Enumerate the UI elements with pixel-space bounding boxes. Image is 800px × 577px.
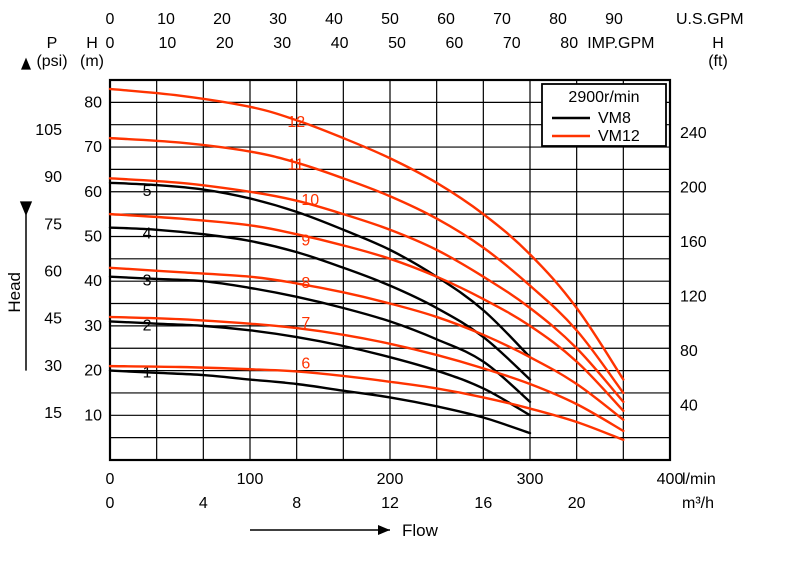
- curve-label: 9: [301, 232, 310, 249]
- curve-label: 5: [143, 183, 152, 200]
- tick-usgpm: 30: [269, 11, 287, 28]
- tick-lmin: 400: [657, 471, 684, 488]
- unit-usgpm: U.S.GPM: [676, 11, 744, 28]
- unit-impgpm: IMP.GPM: [587, 35, 654, 52]
- tick-usgpm: 0: [106, 11, 115, 28]
- tick-m3h: 12: [381, 495, 399, 512]
- curve-label: 11: [287, 156, 304, 173]
- tick-lmin: 300: [517, 471, 544, 488]
- hdr-m: (m): [80, 53, 104, 70]
- tick-usgpm: 70: [493, 11, 511, 28]
- tick-impgpm: 10: [159, 35, 177, 52]
- tick-ft: 40: [680, 397, 698, 414]
- legend-label-vm12: VM12: [598, 128, 640, 145]
- curve-vm8: [110, 277, 530, 402]
- tick-m3h: 20: [568, 495, 586, 512]
- tick-usgpm: 60: [437, 11, 455, 28]
- tick-ft: 200: [680, 179, 707, 196]
- tick-psi: 60: [44, 263, 62, 280]
- hdr-p: P: [47, 35, 58, 52]
- curve-label: 7: [301, 315, 310, 332]
- flow-arrow-head: [378, 525, 390, 535]
- tick-impgpm: 70: [503, 35, 521, 52]
- curve-label: 10: [301, 192, 319, 209]
- tick-impgpm: 60: [446, 35, 464, 52]
- tick-psi: 90: [44, 169, 62, 186]
- head-arrow-head2: [21, 58, 31, 70]
- curve-label: 4: [143, 226, 152, 243]
- curve-vm12: [110, 268, 623, 420]
- chart-svg: 1234567891011120102030405060708090U.S.GP…: [0, 0, 800, 577]
- tick-psi: 15: [44, 405, 62, 422]
- curve-vm12: [110, 138, 623, 393]
- curve-vm8: [110, 371, 530, 434]
- tick-usgpm: 50: [381, 11, 399, 28]
- curve-vm8: [110, 321, 530, 415]
- pump-curve-chart: 1234567891011120102030405060708090U.S.GP…: [0, 0, 800, 577]
- tick-m3h: 4: [199, 495, 208, 512]
- tick-impgpm: 0: [106, 35, 115, 52]
- tick-m: 80: [84, 94, 102, 111]
- tick-ft: 240: [680, 125, 707, 142]
- hdr-h-right: H: [712, 35, 724, 52]
- tick-m3h: 0: [106, 495, 115, 512]
- curve-vm12: [110, 214, 623, 411]
- tick-usgpm: 10: [157, 11, 175, 28]
- tick-lmin: 200: [377, 471, 404, 488]
- tick-usgpm: 90: [605, 11, 623, 28]
- tick-m3h: 8: [292, 495, 301, 512]
- tick-psi: 75: [44, 216, 62, 233]
- hdr-ft: (ft): [708, 53, 728, 70]
- curve-label: 8: [301, 275, 310, 292]
- tick-m: 30: [84, 318, 102, 335]
- head-arrow-head: [21, 202, 31, 214]
- tick-usgpm: 80: [549, 11, 567, 28]
- tick-m: 60: [84, 184, 102, 201]
- tick-psi: 30: [44, 358, 62, 375]
- tick-impgpm: 80: [560, 35, 578, 52]
- tick-impgpm: 40: [331, 35, 349, 52]
- unit-lmin: l/min: [682, 471, 716, 488]
- tick-lmin: 100: [237, 471, 264, 488]
- tick-ft: 80: [680, 343, 698, 360]
- flow-label: Flow: [402, 521, 439, 540]
- tick-impgpm: 50: [388, 35, 406, 52]
- tick-impgpm: 20: [216, 35, 234, 52]
- tick-usgpm: 20: [213, 11, 231, 28]
- legend-label-vm8: VM8: [598, 110, 631, 127]
- curve-label: 12: [287, 114, 305, 131]
- curve-label: 6: [301, 355, 310, 372]
- curve-label: 3: [143, 273, 152, 290]
- curve-label: 2: [143, 317, 152, 334]
- head-label: Head: [5, 272, 24, 313]
- tick-psi: 45: [44, 311, 62, 328]
- tick-lmin: 0: [106, 471, 115, 488]
- curve-vm12: [110, 366, 623, 440]
- tick-m: 10: [84, 407, 102, 424]
- tick-usgpm: 40: [325, 11, 343, 28]
- tick-psi: 105: [35, 122, 62, 139]
- tick-m: 70: [84, 139, 102, 156]
- tick-m: 40: [84, 273, 102, 290]
- tick-m: 50: [84, 228, 102, 245]
- legend-title: 2900r/min: [568, 89, 639, 106]
- tick-impgpm: 30: [273, 35, 291, 52]
- tick-ft: 160: [680, 234, 707, 251]
- tick-m3h: 16: [474, 495, 492, 512]
- tick-m: 20: [84, 363, 102, 380]
- hdr-h: H: [86, 35, 98, 52]
- hdr-psi: (psi): [36, 53, 67, 70]
- tick-ft: 120: [680, 288, 707, 305]
- unit-m3h: m³/h: [682, 495, 714, 512]
